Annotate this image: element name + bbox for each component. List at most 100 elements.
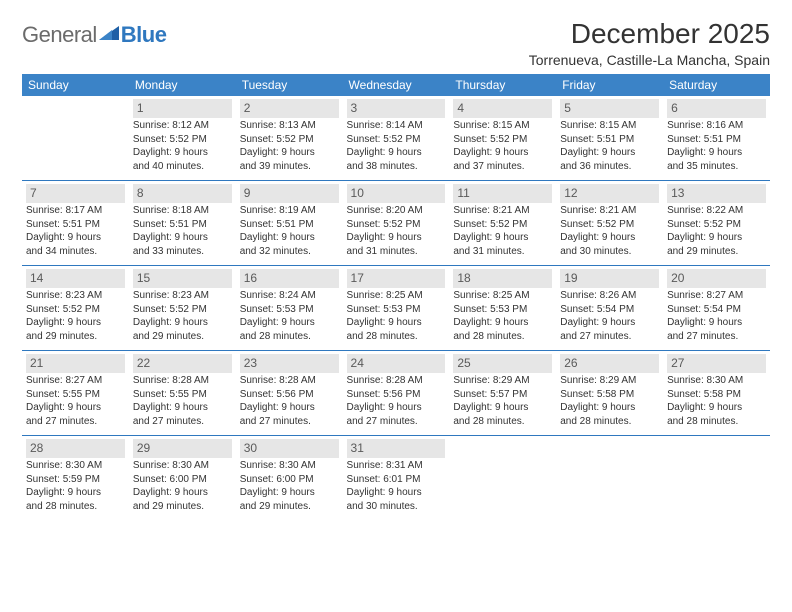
daylight-text: Daylight: 9 hours [240, 232, 339, 245]
sunrise-text: Sunrise: 8:14 AM [347, 120, 446, 133]
sunset-text: Sunset: 5:52 PM [26, 304, 125, 317]
daylight-text: Daylight: 9 hours [347, 232, 446, 245]
daylight-text: Daylight: 9 hours [453, 402, 552, 415]
day-number: 15 [133, 269, 232, 288]
daylight-text: and 28 minutes. [347, 331, 446, 344]
location-text: Torrenueva, Castille-La Mancha, Spain [529, 52, 770, 68]
sunset-text: Sunset: 5:51 PM [26, 219, 125, 232]
daylight-text: and 36 minutes. [560, 161, 659, 174]
day-header-row: Sunday Monday Tuesday Wednesday Thursday… [22, 74, 770, 96]
sunrise-text: Sunrise: 8:29 AM [453, 375, 552, 388]
logo-word2: Blue [121, 25, 167, 45]
sunset-text: Sunset: 5:51 PM [240, 219, 339, 232]
sunset-text: Sunset: 5:52 PM [453, 134, 552, 147]
day-header: Monday [129, 74, 236, 96]
daylight-text: Daylight: 9 hours [26, 402, 125, 415]
daylight-text: Daylight: 9 hours [26, 317, 125, 330]
sunset-text: Sunset: 6:00 PM [133, 474, 232, 487]
daylight-text: Daylight: 9 hours [347, 402, 446, 415]
daylight-text: and 27 minutes. [347, 416, 446, 429]
day-cell: 6Sunrise: 8:16 AMSunset: 5:51 PMDaylight… [663, 96, 770, 181]
day-cell [22, 96, 129, 181]
daylight-text: and 30 minutes. [560, 246, 659, 259]
header: General Blue December 2025 Torrenueva, C… [22, 18, 770, 68]
day-cell [663, 436, 770, 520]
day-cell: 21Sunrise: 8:27 AMSunset: 5:55 PMDayligh… [22, 351, 129, 436]
sunset-text: Sunset: 5:53 PM [240, 304, 339, 317]
daylight-text: and 27 minutes. [26, 416, 125, 429]
day-number: 16 [240, 269, 339, 288]
day-cell: 29Sunrise: 8:30 AMSunset: 6:00 PMDayligh… [129, 436, 236, 520]
day-number: 22 [133, 354, 232, 373]
week-row: 1Sunrise: 8:12 AMSunset: 5:52 PMDaylight… [22, 96, 770, 181]
sunset-text: Sunset: 5:58 PM [667, 389, 766, 402]
day-number: 25 [453, 354, 552, 373]
sunset-text: Sunset: 5:53 PM [347, 304, 446, 317]
sunrise-text: Sunrise: 8:22 AM [667, 205, 766, 218]
logo-word1: General [22, 22, 97, 48]
day-cell: 30Sunrise: 8:30 AMSunset: 6:00 PMDayligh… [236, 436, 343, 520]
daylight-text: Daylight: 9 hours [667, 402, 766, 415]
daylight-text: Daylight: 9 hours [240, 147, 339, 160]
daylight-text: and 31 minutes. [347, 246, 446, 259]
day-cell: 25 Sunrise: 8:29 AMSunset: 5:57 PMDayligh… [449, 351, 556, 436]
sunset-text: Sunset: 5:52 PM [347, 134, 446, 147]
daylight-text: and 31 minutes. [453, 246, 552, 259]
sunrise-text: Sunrise: 8:12 AM [133, 120, 232, 133]
day-cell: 31Sunrise: 8:31 AMSunset: 6:01 PMDayligh… [343, 436, 450, 520]
day-number: 5 [560, 99, 659, 118]
day-number: 6 [667, 99, 766, 118]
daylight-text: and 34 minutes. [26, 246, 125, 259]
daylight-text: and 28 minutes. [560, 416, 659, 429]
day-header: Wednesday [343, 74, 450, 96]
day-cell: 16Sunrise: 8:24 AMSunset: 5:53 PMDayligh… [236, 266, 343, 351]
daylight-text: Daylight: 9 hours [453, 317, 552, 330]
day-cell: 22Sunrise: 8:28 AMSunset: 5:55 PMDayligh… [129, 351, 236, 436]
daylight-text: and 29 minutes. [133, 331, 232, 344]
daylight-text: and 40 minutes. [133, 161, 232, 174]
daylight-text: and 28 minutes. [240, 331, 339, 344]
day-number: 14 [26, 269, 125, 288]
sunrise-text: Sunrise: 8:28 AM [347, 375, 446, 388]
sunset-text: Sunset: 5:52 PM [240, 134, 339, 147]
day-number: 23 [240, 354, 339, 373]
day-cell: 1Sunrise: 8:12 AMSunset: 5:52 PMDaylight… [129, 96, 236, 181]
daylight-text: Daylight: 9 hours [667, 147, 766, 160]
day-number: 13 [667, 184, 766, 203]
calendar-table: Sunday Monday Tuesday Wednesday Thursday… [22, 74, 770, 520]
daylight-text: Daylight: 9 hours [560, 402, 659, 415]
day-cell: 17Sunrise: 8:25 AMSunset: 5:53 PMDayligh… [343, 266, 450, 351]
sunset-text: Sunset: 5:52 PM [667, 219, 766, 232]
daylight-text: and 35 minutes. [667, 161, 766, 174]
sunrise-text: Sunrise: 8:27 AM [667, 290, 766, 303]
sunrise-text: Sunrise: 8:26 AM [560, 290, 659, 303]
page-title: December 2025 [529, 18, 770, 50]
daylight-text: and 28 minutes. [453, 331, 552, 344]
daylight-text: Daylight: 9 hours [453, 232, 552, 245]
week-row: 7Sunrise: 8:17 AMSunset: 5:51 PMDaylight… [22, 181, 770, 266]
sunset-text: Sunset: 5:53 PM [453, 304, 552, 317]
sunset-text: Sunset: 5:52 PM [347, 219, 446, 232]
day-cell: 8Sunrise: 8:18 AMSunset: 5:51 PMDaylight… [129, 181, 236, 266]
week-row: 21Sunrise: 8:27 AMSunset: 5:55 PMDayligh… [22, 351, 770, 436]
daylight-text: and 38 minutes. [347, 161, 446, 174]
day-cell: 3Sunrise: 8:14 AMSunset: 5:52 PMDaylight… [343, 96, 450, 181]
sunset-text: Sunset: 5:54 PM [560, 304, 659, 317]
sunset-text: Sunset: 5:51 PM [667, 134, 766, 147]
daylight-text: and 27 minutes. [667, 331, 766, 344]
sunrise-text: Sunrise: 8:18 AM [133, 205, 232, 218]
daylight-text: Daylight: 9 hours [347, 317, 446, 330]
day-number: 4 [453, 99, 552, 118]
daylight-text: Daylight: 9 hours [667, 317, 766, 330]
daylight-text: Daylight: 9 hours [560, 147, 659, 160]
day-number: 30 [240, 439, 339, 458]
day-number: 17 [347, 269, 446, 288]
day-number: 12 [560, 184, 659, 203]
day-cell: 28Sunrise: 8:30 AMSunset: 5:59 PMDayligh… [22, 436, 129, 520]
day-header: Thursday [449, 74, 556, 96]
sunset-text: Sunset: 5:55 PM [133, 389, 232, 402]
day-number: 24 [347, 354, 446, 373]
sunrise-text: Sunrise: 8:17 AM [26, 205, 125, 218]
sunset-text: Sunset: 5:57 PM [453, 389, 552, 402]
sunrise-text: Sunrise: 8:15 AM [560, 120, 659, 133]
